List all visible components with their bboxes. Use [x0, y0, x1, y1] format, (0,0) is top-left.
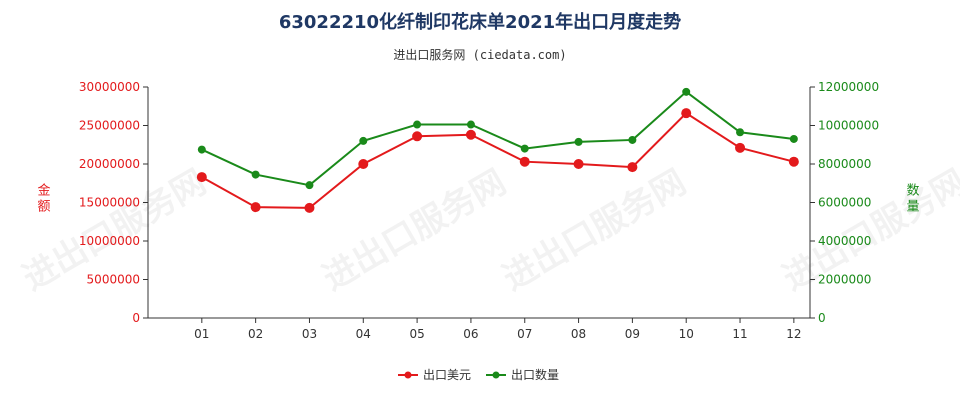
x-tick-label: 08 — [571, 327, 586, 341]
data-point — [465, 129, 476, 140]
y-right-tick-label: 4000000 — [818, 234, 871, 248]
data-point — [519, 156, 530, 167]
x-tick-label: 03 — [302, 327, 317, 341]
data-point — [735, 142, 746, 153]
legend-label: 出口美元 — [423, 368, 471, 382]
legend-label: 出口数量 — [511, 367, 559, 382]
y-left-axis-label: 金额 — [37, 183, 50, 215]
y-right-tick-label: 10000000 — [818, 119, 879, 133]
x-tick-label: 11 — [732, 327, 747, 341]
legend-swatch-marker — [404, 371, 412, 379]
x-tick-label: 12 — [786, 327, 801, 341]
y-right-tick-label: 6000000 — [818, 196, 871, 210]
chart-title: 63022210化纤制印花床单2021年出口月度走势 — [278, 12, 682, 33]
watermark-text: 进出口服务网 — [316, 162, 513, 299]
data-point — [250, 202, 261, 213]
x-tick-label: 02 — [248, 327, 263, 341]
data-point — [574, 137, 583, 146]
series-line — [201, 90, 794, 187]
legend: 出口美元 出口数量 — [398, 367, 559, 382]
data-point — [359, 136, 368, 145]
y-right-tick-label: 2000000 — [818, 273, 871, 287]
axes: 0500000010000000150000002000000025000000… — [37, 80, 919, 341]
x-tick-label: 09 — [625, 327, 640, 341]
y-left-tick-label: 5000000 — [87, 273, 140, 287]
data-point — [197, 145, 206, 154]
data-point — [412, 131, 423, 142]
data-point — [627, 162, 638, 173]
x-tick-label: 07 — [517, 327, 532, 341]
y-right-tick-label: 12000000 — [818, 80, 879, 94]
y-right-tick-label: 0 — [818, 311, 826, 325]
data-point — [520, 144, 529, 153]
y-right-axis-label: 数量 — [906, 184, 919, 215]
data-point — [196, 172, 207, 183]
data-point — [251, 170, 260, 179]
series-layer — [196, 87, 799, 213]
y-left-tick-label: 25000000 — [79, 119, 140, 133]
data-point — [466, 120, 475, 129]
data-point — [358, 159, 369, 169]
watermark-text: 进出口服务网 — [496, 162, 693, 299]
data-point — [628, 135, 637, 144]
data-point — [789, 134, 798, 143]
data-point — [736, 128, 745, 137]
data-point — [788, 156, 799, 167]
legend-swatch-marker — [492, 371, 500, 379]
x-tick-label: 04 — [356, 327, 371, 341]
data-point — [681, 108, 692, 119]
x-tick-label: 10 — [679, 327, 694, 341]
chart-subtitle: 进出口服务网 (ciedata.com) — [393, 48, 567, 62]
y-right-tick-label: 8000000 — [818, 157, 871, 171]
data-point — [682, 87, 691, 96]
y-left-tick-label: 0 — [132, 311, 140, 325]
data-point — [573, 159, 584, 169]
x-tick-label: 05 — [409, 327, 424, 341]
series-line — [201, 111, 795, 209]
y-left-tick-label: 30000000 — [79, 80, 140, 94]
x-tick-label: 01 — [194, 327, 209, 341]
data-point — [305, 181, 314, 190]
y-left-tick-label: 10000000 — [79, 234, 140, 248]
y-left-tick-label: 20000000 — [79, 157, 140, 171]
data-point — [304, 202, 315, 213]
x-tick-label: 06 — [463, 327, 478, 341]
data-point — [413, 120, 422, 129]
y-left-tick-label: 15000000 — [79, 196, 140, 210]
